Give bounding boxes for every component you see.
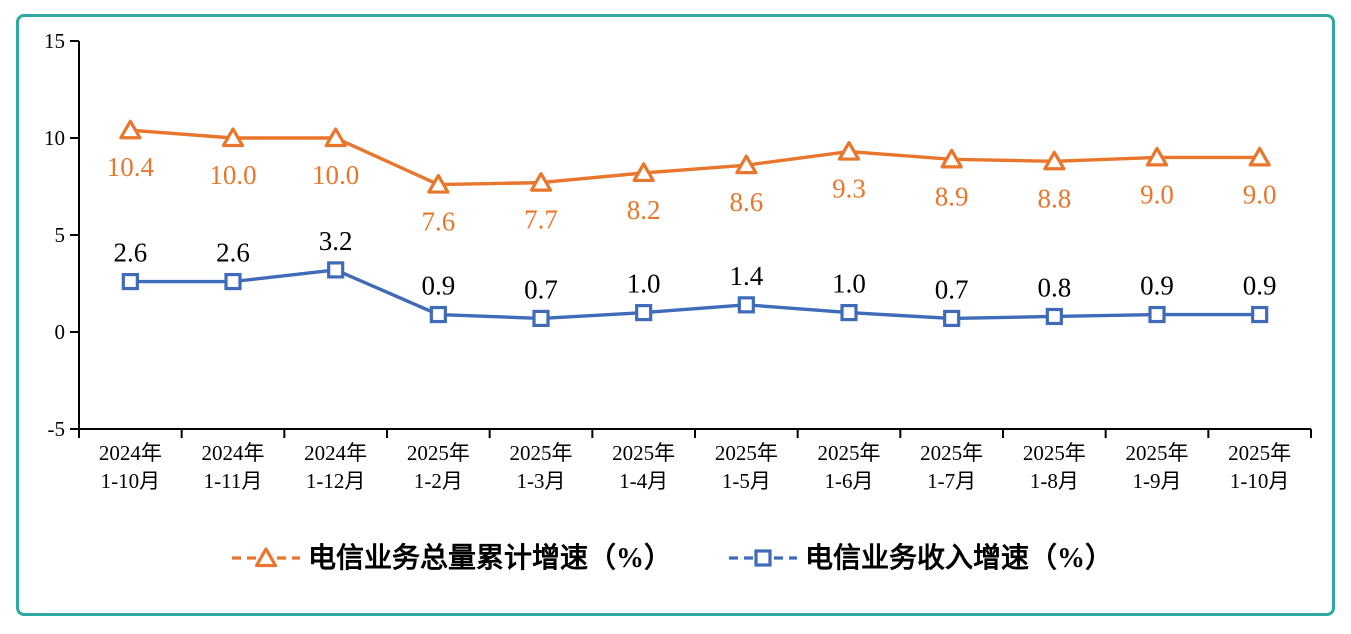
chart-frame: -5 0 5 10 15 2024年 1-10月 2024年 1-11月 2024年 1-12月 20… <box>16 14 1335 616</box>
legend-marker-shape <box>254 547 278 568</box>
x-category-label: 1-12月 <box>306 469 366 493</box>
data-point-label: 0.7 <box>935 274 969 304</box>
data-point-marker <box>1148 305 1166 324</box>
x-category-label: 2025年 <box>407 441 470 465</box>
data-point-marker <box>532 309 550 328</box>
data-point-label: 0.9 <box>1243 271 1277 301</box>
data-point-label: 10.0 <box>312 160 359 190</box>
data-point-marker <box>837 140 861 161</box>
y-tick-label: 5 <box>55 223 66 247</box>
data-point-marker <box>737 296 755 314</box>
data-point-marker <box>327 261 345 279</box>
x-category-label: 1-8月 <box>1030 469 1079 493</box>
data-point-label: 0.8 <box>1037 272 1071 302</box>
data-point-label: 3.2 <box>319 226 353 256</box>
line-chart: -5 0 5 10 15 2024年 1-10月 2024年 1-11月 2024年 1-12月 20… <box>44 29 1312 574</box>
legend-label-volume-growth: 电信业务总量累计增速（%） <box>308 541 672 574</box>
data-point-label: 0.9 <box>1140 271 1174 301</box>
x-category-label: 2024年 <box>99 441 162 465</box>
data-point-marker <box>1043 150 1066 171</box>
x-category-label: 2025年 <box>818 441 881 465</box>
data-point-marker <box>427 173 450 194</box>
data-point-marker <box>943 309 961 328</box>
data-point-label: 1.0 <box>832 269 866 299</box>
series-volume-growth: 10.4 10.0 10.0 7.6 7.7 8.2 8.6 9.3 8.9 8.8 9.0 9.0 <box>107 119 1277 237</box>
data-point-marker <box>635 304 653 322</box>
data-point-marker <box>119 119 142 140</box>
x-category-label: 2025年 <box>510 441 573 465</box>
data-point-marker <box>1145 146 1169 167</box>
data-point-label: 8.6 <box>729 187 763 217</box>
series-revenue-growth: 2.6 2.6 3.2 0.9 0.7 1.0 1.4 1.0 0.7 0.8 0.9 0.9 <box>113 226 1277 328</box>
data-point-label: 0.9 <box>421 271 455 301</box>
data-point-marker <box>1251 305 1269 324</box>
x-category-label: 2025年 <box>612 441 675 465</box>
data-point-label: 9.3 <box>832 174 866 204</box>
x-category-label: 2025年 <box>1126 441 1189 465</box>
x-category-label: 2024年 <box>304 441 367 465</box>
x-category-label: 1-2月 <box>414 469 463 493</box>
x-category-label: 1-3月 <box>517 469 566 493</box>
y-tick-label: -5 <box>48 417 66 441</box>
x-category-label: 2024年 <box>202 441 265 465</box>
x-category-label: 1-5月 <box>722 469 771 493</box>
x-category-label: 1-11月 <box>204 469 263 493</box>
legend-marker-shape <box>754 549 772 567</box>
data-point-marker <box>1045 307 1063 326</box>
y-tick-label: 15 <box>44 29 65 53</box>
data-point-label: 10.4 <box>107 152 155 182</box>
y-tick-label: 10 <box>44 126 65 150</box>
data-point-marker <box>735 154 758 175</box>
x-category-label: 1-10月 <box>1230 469 1290 493</box>
data-point-label: 2.6 <box>113 238 147 268</box>
x-category-label: 1-4月 <box>619 469 668 493</box>
legend-marker-volume-growth <box>232 547 300 568</box>
data-point-label: 8.2 <box>627 195 661 225</box>
data-point-marker <box>529 172 553 192</box>
data-point-marker <box>940 148 963 169</box>
y-tick-label: 0 <box>55 320 66 344</box>
x-category-label: 1-9月 <box>1133 469 1182 493</box>
x-category-label: 1-10月 <box>101 469 161 493</box>
data-point-marker <box>632 162 655 183</box>
x-category-label: 1-7月 <box>927 469 976 493</box>
data-point-label: 8.8 <box>1037 183 1071 213</box>
data-point-marker <box>224 272 242 291</box>
series-line <box>128 268 1262 321</box>
data-point-marker <box>429 305 447 324</box>
data-point-marker <box>1248 146 1271 167</box>
data-point-marker <box>324 127 347 148</box>
data-point-label: 8.9 <box>935 181 969 211</box>
x-category-label: 2025年 <box>715 441 778 465</box>
data-point-label: 1.4 <box>729 261 763 291</box>
data-point-label: 2.6 <box>216 238 250 268</box>
x-category-label: 2025年 <box>1023 441 1086 465</box>
data-point-label: 0.7 <box>524 274 558 304</box>
plot-area: -5 0 5 10 15 2024年 1-10月 2024年 1-11月 2024年 1-12月 20… <box>44 29 1312 493</box>
x-category-label: 1-6月 <box>825 469 874 493</box>
data-point-marker <box>121 272 139 291</box>
data-point-label: 1.0 <box>627 269 661 299</box>
chart-legend: 电信业务总量累计增速（%） 电信业务收入增速（%） <box>232 541 1113 574</box>
data-point-label: 10.0 <box>209 160 256 190</box>
legend-label-revenue-growth: 电信业务收入增速（%） <box>805 541 1113 574</box>
x-category-label: 2025年 <box>920 441 983 465</box>
data-point-label: 7.6 <box>421 207 455 237</box>
x-category-label: 2025年 <box>1228 441 1291 465</box>
series-line <box>128 128 1262 187</box>
data-point-marker <box>221 127 245 148</box>
data-point-label: 7.7 <box>524 205 558 235</box>
legend-marker-revenue-growth <box>729 549 797 567</box>
data-point-marker <box>840 304 858 322</box>
data-point-label: 9.0 <box>1243 179 1277 209</box>
data-point-label: 9.0 <box>1140 179 1174 209</box>
